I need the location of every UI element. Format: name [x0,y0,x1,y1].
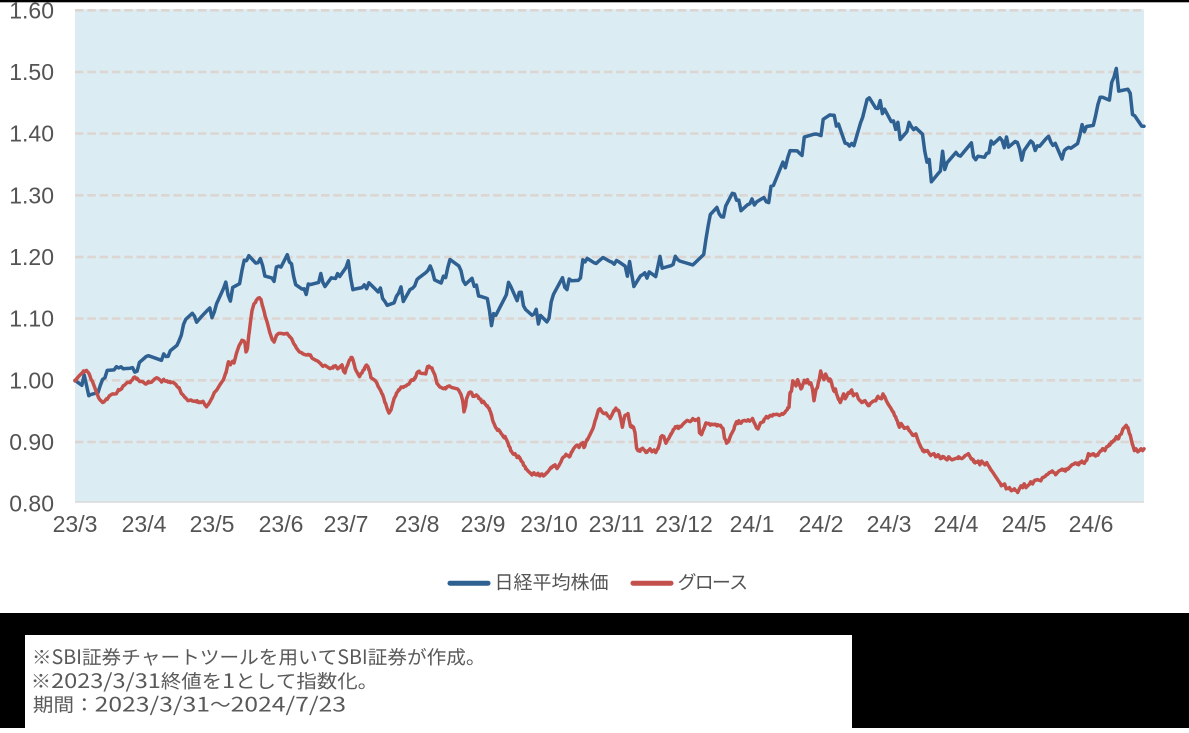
svg-text:0.80: 0.80 [9,491,54,517]
svg-text:23/4: 23/4 [122,511,167,537]
svg-text:1.30: 1.30 [9,182,54,208]
svg-text:1.40: 1.40 [9,121,54,147]
svg-text:23/5: 23/5 [190,511,235,537]
svg-text:24/5: 24/5 [1002,511,1047,537]
svg-text:1.50: 1.50 [9,59,54,85]
svg-text:23/7: 23/7 [324,511,369,537]
svg-text:23/10: 23/10 [520,511,578,537]
svg-text:0.90: 0.90 [9,429,54,455]
svg-text:24/6: 24/6 [1069,511,1114,537]
svg-text:23/9: 23/9 [461,511,506,537]
svg-text:23/11: 23/11 [589,511,645,537]
svg-text:24/1: 24/1 [730,511,775,537]
svg-text:23/8: 23/8 [395,511,440,537]
svg-text:1.60: 1.60 [9,0,54,23]
svg-text:23/3: 23/3 [53,511,98,537]
svg-text:1.20: 1.20 [9,244,54,270]
svg-text:24/3: 24/3 [867,511,912,537]
svg-text:23/12: 23/12 [655,511,713,537]
svg-text:1.00: 1.00 [9,367,54,393]
svg-text:1.10: 1.10 [9,306,54,332]
svg-text:24/2: 24/2 [799,511,844,537]
svg-text:24/4: 24/4 [934,511,979,537]
svg-text:23/6: 23/6 [259,511,304,537]
